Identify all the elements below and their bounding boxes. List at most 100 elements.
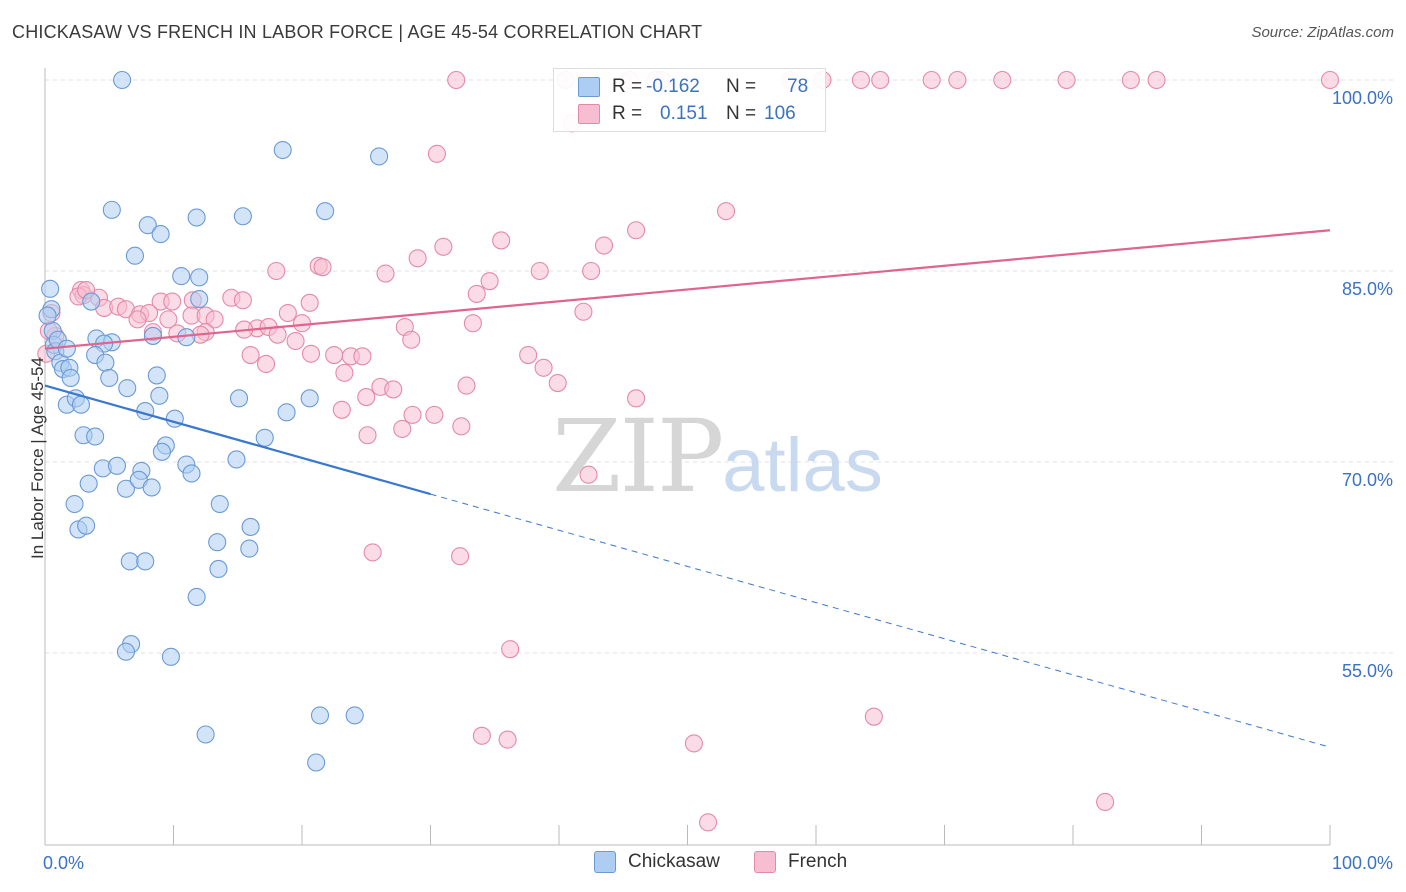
legend-label-french: French (788, 851, 848, 872)
french-point (393, 419, 412, 438)
french-point (267, 261, 286, 281)
french-point (993, 70, 1012, 90)
chickasaw-point (187, 587, 206, 607)
french-point (300, 293, 319, 312)
french-point (447, 70, 466, 90)
french-point (357, 388, 376, 407)
french-point (501, 640, 520, 659)
chickasaw-trend-extension (430, 493, 1331, 748)
french-point (472, 726, 491, 745)
chickasaw-point (96, 353, 115, 372)
chickasaw-point (187, 208, 206, 227)
chickasaw-point (152, 442, 171, 461)
r-value: -0.162 (646, 76, 700, 97)
chickasaw-point (138, 216, 157, 235)
chickasaw-point (233, 207, 252, 226)
french-point (1147, 70, 1166, 90)
chickasaw-point (125, 246, 144, 265)
trend-lines (44, 229, 1331, 748)
french-point (627, 221, 646, 240)
y-tick-label: 85.0% (1342, 279, 1393, 299)
chickasaw-legend-swatch (594, 851, 616, 873)
x-axis-tick-labels: 0.0% 100.0% (43, 853, 1393, 873)
chickasaw-point (41, 279, 60, 298)
chickasaw-point (151, 225, 170, 244)
french-point (534, 358, 553, 377)
french-point (163, 292, 182, 311)
french-point (548, 374, 567, 393)
french-point (408, 249, 427, 268)
chickasaw-point (277, 403, 296, 422)
n-value: 106 (764, 103, 796, 124)
chickasaw-point (150, 386, 169, 405)
french-point (922, 70, 941, 90)
french-point (358, 426, 377, 445)
source-credit: Source: ZipAtlas.com (1251, 24, 1394, 41)
chickasaw-point (116, 479, 136, 498)
french-point (684, 734, 703, 753)
chickasaw-point (143, 326, 162, 345)
stats-legend: R = -0.162 N = 78 R = 0.151 N = 106 (553, 68, 826, 132)
legend-label-chickasaw: Chickasaw (628, 851, 720, 872)
french-point (594, 236, 614, 255)
legend-row-chickasaw: R = -0.162 N = 78 (554, 73, 825, 101)
chickasaw-point (190, 289, 209, 309)
chickasaw-point (136, 552, 155, 571)
chickasaw-points (38, 70, 389, 772)
french-point (463, 314, 482, 333)
n-value: 78 (787, 76, 809, 97)
x-tick-label-min: 0.0% (43, 853, 84, 873)
chickasaw-point (229, 389, 249, 408)
chickasaw-point (102, 200, 121, 219)
chickasaw-point (82, 292, 101, 311)
french-point (1320, 70, 1340, 90)
legend-item-french[interactable]: French (754, 851, 847, 873)
french-point (864, 707, 883, 726)
chickasaw-point (38, 306, 57, 325)
french-point (579, 465, 598, 484)
french-point (871, 70, 890, 90)
french-point (716, 202, 736, 221)
chickasaw-point (210, 494, 229, 514)
chickasaw-point (255, 428, 274, 447)
french-point (1057, 70, 1076, 90)
french-point (452, 417, 471, 436)
french-point (286, 331, 305, 351)
chickasaw-point (196, 725, 215, 744)
y-tick-label: 70.0% (1342, 470, 1393, 490)
chickasaw-point (316, 202, 335, 221)
french-point (427, 144, 446, 163)
french-legend-swatch (754, 851, 776, 873)
chickasaw-point (161, 647, 180, 666)
french-point (1096, 792, 1115, 812)
chickasaw-point (345, 706, 364, 725)
chickasaw-point (65, 494, 84, 514)
french-point (498, 730, 517, 749)
french-point (332, 400, 351, 419)
chickasaw-trend-line (44, 384, 431, 496)
chickasaw-point (209, 559, 228, 579)
legend-item-chickasaw[interactable]: Chickasaw (594, 851, 720, 873)
chickasaw-point (147, 366, 166, 385)
chickasaw-point (118, 379, 137, 398)
french-point (128, 310, 147, 329)
chickasaw-point (71, 395, 91, 414)
chickasaw-point (182, 464, 201, 483)
french-point (530, 261, 549, 281)
french-point (699, 813, 718, 832)
chickasaw-point (77, 516, 96, 535)
french-point (335, 363, 354, 382)
french-point (451, 547, 470, 566)
french-point (519, 345, 538, 365)
chickasaw-point (240, 539, 259, 558)
french-point (278, 303, 297, 323)
french-point (363, 543, 382, 562)
french-point (403, 405, 422, 424)
chickasaw-point (241, 517, 260, 536)
french-point (292, 314, 312, 333)
french-point (480, 272, 499, 291)
french-point (627, 389, 646, 408)
french-point (241, 345, 260, 365)
chickasaw-point (190, 268, 209, 287)
r-label: R = (612, 76, 643, 97)
